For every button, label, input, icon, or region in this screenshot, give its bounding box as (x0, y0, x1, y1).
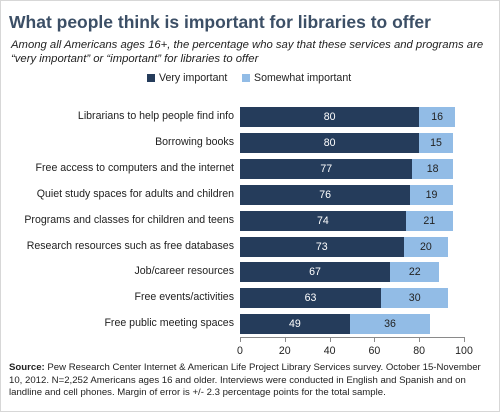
data-label: 80 (323, 111, 336, 123)
data-label: 18 (426, 162, 439, 175)
bar-very-important (240, 236, 404, 257)
bar-very-important (240, 288, 382, 309)
category-label: Borrowing books (155, 135, 234, 148)
x-tick (419, 337, 421, 342)
data-label: 73 (315, 240, 328, 253)
legend-item-somewhat-important: Somewhat important (242, 72, 351, 84)
x-axis-line (240, 337, 465, 338)
bar-very-important (240, 210, 406, 231)
bar-very-important (240, 314, 350, 335)
category-label: Quiet study spaces for adults and childr… (36, 187, 234, 200)
legend-item-very-important: Very important (147, 72, 227, 84)
source-label: Source: (9, 362, 45, 373)
x-tick (329, 337, 331, 342)
data-label: 49 (288, 318, 301, 331)
data-label: 77 (320, 162, 333, 175)
bar-somewhat-important (403, 236, 449, 257)
bar-somewhat-important (349, 314, 431, 335)
category-label: Librarians to help people find info (77, 110, 234, 122)
x-tick-label: 40 (323, 345, 336, 357)
bar-somewhat-important (405, 210, 453, 231)
data-label: 16 (431, 111, 443, 123)
data-label: 22 (408, 266, 421, 279)
data-label: 20 (420, 240, 432, 253)
bar-very-important (240, 107, 420, 127)
category-label: Free access to computers and the interne… (35, 161, 234, 174)
chart-title: What people think is important for libra… (9, 12, 431, 32)
x-tick (240, 337, 241, 342)
source-text: Pew Research Center Internet & American … (9, 362, 481, 398)
x-tick (374, 337, 376, 342)
category-label: Research resources such as free database… (26, 239, 234, 252)
legend-label-somewhat-important: Somewhat important (254, 72, 352, 84)
x-tick-label: 20 (278, 345, 291, 357)
bar-very-important (240, 184, 411, 205)
legend-swatch-somewhat-important (242, 74, 250, 82)
bar-very-important (240, 262, 391, 283)
bar-somewhat-important (390, 262, 440, 283)
legend-swatch-very-important (147, 74, 155, 82)
data-label: 19 (425, 188, 438, 201)
data-label: 80 (323, 136, 336, 149)
legend-label-very-important: Very important (159, 72, 228, 84)
x-tick (284, 337, 286, 342)
bar-very-important (240, 158, 413, 179)
bar-somewhat-important (412, 158, 453, 179)
source-note: Source: Pew Research Center Internet & A… (9, 362, 493, 400)
x-tick-label: 0 (237, 345, 243, 357)
category-label: Free public meeting spaces (104, 317, 234, 330)
data-label: 36 (384, 318, 396, 331)
data-label: 15 (430, 136, 442, 149)
bar-somewhat-important (410, 184, 453, 205)
data-label: 30 (408, 292, 421, 305)
data-label: 74 (316, 214, 329, 227)
category-label: Programs and classes for children and te… (24, 213, 234, 226)
x-tick-label: 100 (455, 345, 473, 357)
bar-somewhat-important (381, 288, 449, 309)
bar-somewhat-important (419, 132, 453, 153)
data-label: 21 (423, 214, 436, 227)
x-tick-label: 80 (413, 345, 426, 357)
data-label: 76 (319, 188, 332, 201)
data-label: 63 (304, 292, 317, 305)
category-label: Job/career resources (134, 265, 234, 278)
bar-very-important (240, 132, 420, 153)
data-label: 67 (309, 266, 321, 279)
x-tick-label: 60 (368, 345, 381, 357)
legend: Very important Somewhat important (1, 72, 500, 86)
category-label: Free events/activities (134, 291, 234, 304)
bar-somewhat-important (419, 107, 456, 127)
chart-subtitle: Among all Americans ages 16+, the percen… (11, 39, 484, 65)
x-tick (464, 337, 465, 342)
